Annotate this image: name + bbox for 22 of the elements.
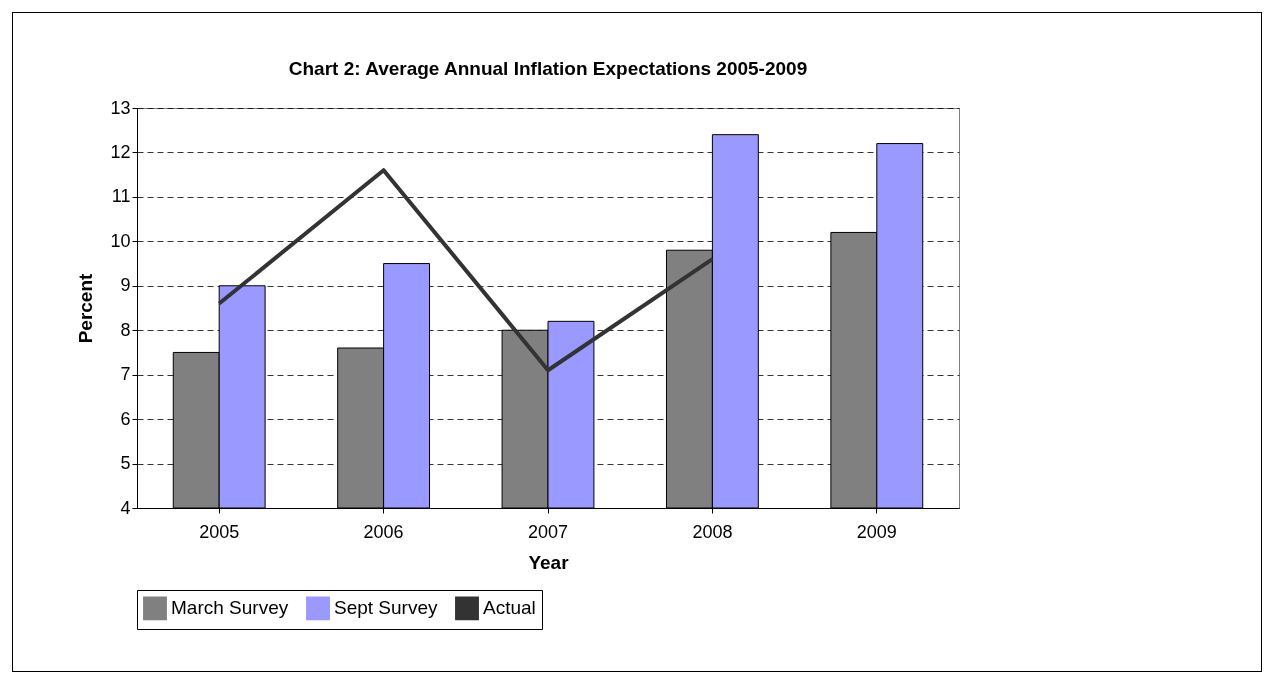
x-tick-label: 2006 <box>363 521 404 542</box>
y-tick-label: 10 <box>110 230 131 251</box>
legend-label: March Survey <box>171 597 289 619</box>
y-tick-label: 6 <box>120 408 131 429</box>
legend-label: Actual <box>483 597 536 619</box>
line-series <box>217 168 715 373</box>
y-tick-label: 9 <box>120 275 131 296</box>
x-tick-label: 2009 <box>856 521 897 542</box>
y-axis-title: Percent <box>75 272 97 344</box>
x-tick-label: 2008 <box>692 521 733 542</box>
y-tick-label: 7 <box>120 364 131 385</box>
y-tick-label: 5 <box>120 453 131 474</box>
y-tick-label: 4 <box>120 497 131 518</box>
x-tick-label: 2005 <box>199 521 240 542</box>
legend-label: Sept Survey <box>334 597 438 619</box>
y-tick-label: 12 <box>110 141 131 162</box>
y-tick-label: 13 <box>110 97 131 118</box>
y-tick-label: 8 <box>120 319 131 340</box>
x-axis-title: Year <box>528 551 570 573</box>
x-tick-label: 2007 <box>527 521 569 542</box>
y-tick-label: 11 <box>111 186 131 207</box>
chart-title: Chart 2: Average Annual Inflation Expectations 2005-2009 <box>288 58 808 79</box>
